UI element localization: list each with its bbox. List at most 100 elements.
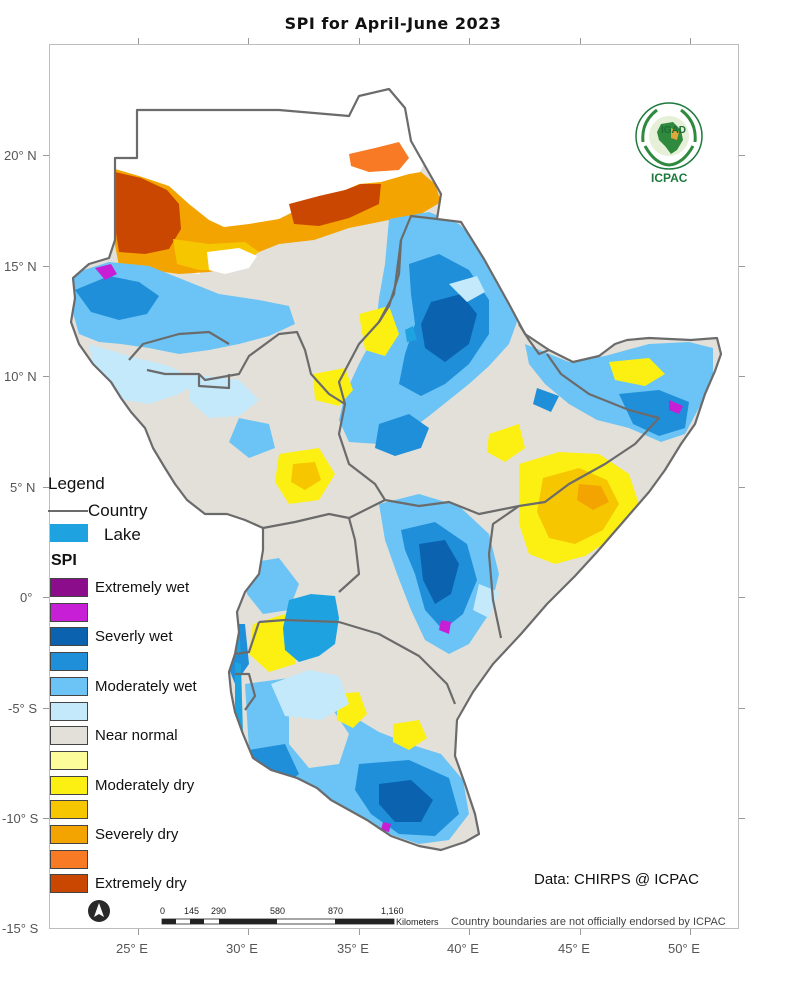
lon-tick <box>580 929 581 935</box>
legend-lake-label: Lake <box>104 525 141 544</box>
lat-label-0: 0° <box>20 590 33 605</box>
spi-title: SPI <box>51 552 77 569</box>
spi-class-label: Severly wet <box>95 628 173 646</box>
lat-label-5s: -5° S <box>8 701 38 716</box>
slightly-wet-area <box>271 670 349 720</box>
lat-label-10n: 10° N <box>4 369 37 384</box>
spi-raster <box>71 89 721 850</box>
scale-label: 870 <box>328 906 344 916</box>
data-credit: Data: CHIRPS @ ICPAC <box>534 871 699 888</box>
lon-tick <box>138 929 139 935</box>
border-kenya-tanzania <box>338 620 457 705</box>
lat-tick <box>43 597 49 598</box>
disclaimer: Country boundaries are not officially en… <box>451 916 726 928</box>
spi-swatch <box>50 825 88 844</box>
lon-tick <box>469 38 470 44</box>
spi-class-label: Moderately wet <box>95 677 197 695</box>
moderately-dry-area <box>291 462 321 490</box>
lat-tick <box>43 376 49 377</box>
spi-swatch <box>50 874 88 894</box>
moderately-dry-area <box>609 358 665 386</box>
border-kenya-somalia <box>487 505 520 639</box>
border-sudan-ethiopia <box>378 239 403 323</box>
lon-label-45e: 45° E <box>558 941 590 956</box>
extremely-wet-area <box>439 620 451 634</box>
spi-swatch <box>50 701 88 721</box>
border-burundi <box>235 672 257 711</box>
border-rwanda <box>234 621 261 656</box>
map-title: SPI for April-June 2023 <box>284 14 502 33</box>
moderately-dry-area <box>393 720 427 750</box>
country-borders <box>69 87 723 852</box>
spi-swatch <box>50 849 88 869</box>
lat-label-15n: 15° N <box>4 259 37 274</box>
scale-unit: Kilometers <box>396 917 439 927</box>
lon-tick <box>690 38 691 44</box>
lat-tick <box>43 155 49 156</box>
spi-class-label: Near normal <box>95 727 178 745</box>
border-ethiopia-kenya <box>384 498 520 516</box>
extremely-wet-area <box>95 264 117 280</box>
lon-label-25e: 25° E <box>116 941 148 956</box>
spi-swatch <box>50 627 88 647</box>
spi-class-label: Moderately dry <box>95 776 195 794</box>
severely-wet-area <box>75 276 159 320</box>
slightly-wet-area <box>189 374 259 418</box>
spi-swatch <box>50 800 88 820</box>
lat-label-10s: -10° S <box>2 811 39 826</box>
lat-tick <box>43 818 49 819</box>
spi-swatch <box>50 602 88 622</box>
lon-tick <box>138 38 139 44</box>
spi-swatch <box>50 775 88 795</box>
spi-swatch <box>50 578 88 597</box>
extremely-wet-area <box>669 400 683 414</box>
extremely-wet-area <box>381 822 391 832</box>
lat-tick <box>739 708 745 709</box>
border-car <box>197 374 231 390</box>
lon-tick <box>359 38 360 44</box>
scale-label: 290 <box>211 906 227 916</box>
moderately-wet-area <box>229 418 275 458</box>
spi-class-label: Extremely dry <box>95 875 187 893</box>
extremely-dry-area <box>289 184 381 226</box>
border-southsudan-uganda <box>262 499 386 530</box>
lat-tick <box>739 597 745 598</box>
no-data-area <box>207 248 257 274</box>
scale-bar <box>161 918 395 925</box>
border-west <box>128 330 230 361</box>
lake-victoria <box>283 594 339 662</box>
legend-title: Legend <box>48 474 105 493</box>
severely-wet-core <box>379 780 433 822</box>
scale-label: 580 <box>270 906 286 916</box>
extremely-dry-area <box>113 172 181 254</box>
severely-wet-core <box>421 294 477 362</box>
spi-map: IGAD ICPAC <box>69 87 723 925</box>
border-eritrea <box>399 214 438 241</box>
severely-dry-area <box>577 484 609 510</box>
lat-tick <box>739 487 745 488</box>
border-ethiopia-somalia <box>518 353 661 508</box>
lon-tick <box>580 38 581 44</box>
lon-tick <box>469 929 470 935</box>
scale-label: 1,160 <box>381 906 404 916</box>
border-uganda-kenya <box>338 517 361 593</box>
lat-tick <box>43 708 49 709</box>
scale-label: 145 <box>184 906 200 916</box>
border-southsudan-ethiopia <box>337 403 386 501</box>
logo-top-text: IGAD <box>661 125 686 136</box>
igad-icpac-logo-icon: IGAD <box>635 102 703 170</box>
lat-label-15s: -15° S <box>2 921 39 936</box>
spi-swatch <box>50 676 88 696</box>
moderately-dry-area <box>487 424 525 462</box>
lon-label-50e: 50° E <box>668 941 700 956</box>
severely-wet-area <box>375 414 429 456</box>
scale-label: 0 <box>160 906 166 916</box>
lon-label-30e: 30° E <box>226 941 258 956</box>
lon-label-35e: 35° E <box>337 941 369 956</box>
spi-class-label: Extremely wet <box>95 579 190 596</box>
lat-tick <box>739 155 745 156</box>
lat-tick <box>43 487 49 488</box>
severely-wet-area <box>533 388 559 412</box>
spi-swatch <box>50 726 88 746</box>
lat-tick <box>739 266 745 267</box>
